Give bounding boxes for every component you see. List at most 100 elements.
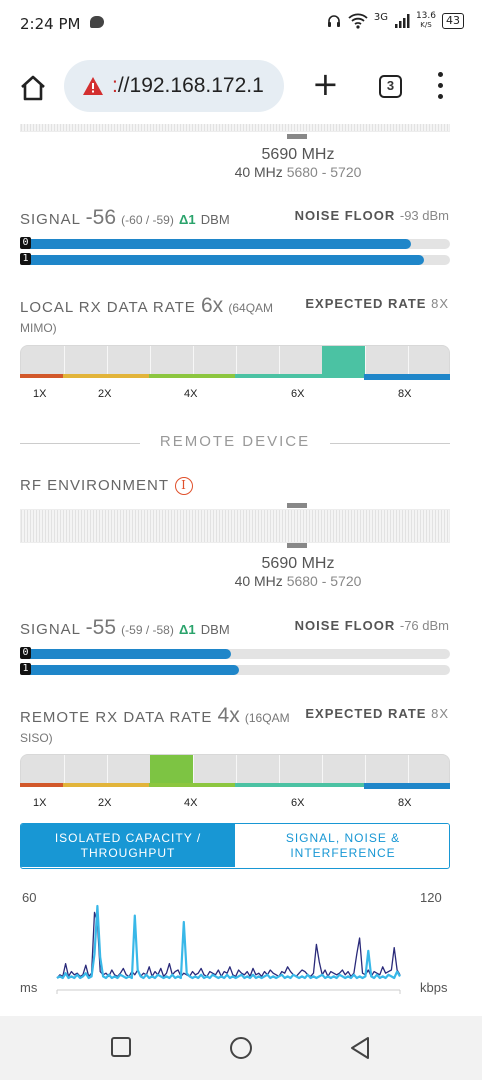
local-chain-0-label: 0 [20,237,31,249]
local-rx-detail: (64QAM MIMO) [20,301,274,335]
chart-left-max: 60 [22,890,37,905]
local-signal-unit: dBm [200,212,230,227]
status-bar: 2:24 PM 3G 13.6 K/S 43 [0,0,482,46]
local-signal-title: SIGNAL [20,211,81,228]
net-speed: 13.6 K/S [416,12,436,30]
active-rate-segment [322,346,365,376]
local-rate-bar [20,345,450,376]
home-icon[interactable] [18,74,48,102]
remote-expected-value: 8X [431,706,449,721]
remote-rx-rate-label: REMOTE RX DATA RATE 4x (16QAM SISO) [20,704,295,748]
local-channel-width: 40 MHz [234,164,283,180]
info-icon[interactable]: i [175,477,193,496]
chart-left-unit: ms [20,980,38,995]
remote-expected-label: EXPECTED RATE [305,706,427,721]
rate-tick-4x: 4X [184,797,198,809]
local-noise-value: -93 dBm [399,208,449,223]
url-scheme: : [112,74,118,97]
local-chain-1-label: 1 [20,253,31,265]
rate-tick-4x: 4X [184,388,198,400]
chart-series-1 [56,904,401,980]
chart-right-max: 120 [420,890,442,905]
rate-tick-1x: 1X [33,797,47,809]
rf-environment-title: RF ENVIRONMENT [20,477,169,494]
chart-plot [56,904,401,994]
remote-chain-1: 1 [20,663,450,676]
local-expected-label: EXPECTED RATE [305,296,427,311]
remote-signal-chains: (-59 / -58) [121,623,174,637]
rf-environment-label: RF ENVIRONMENT i [20,477,193,496]
home-nav-icon[interactable] [229,1036,253,1060]
remote-device-divider: REMOTE DEVICE [20,433,450,453]
local-freq-marker [287,134,307,139]
status-right: 3G 13.6 K/S 43 [326,12,464,30]
back-icon[interactable] [349,1036,371,1060]
remote-channel-width: 40 MHz [234,573,283,589]
net-speed-value: 13.6 [415,11,436,21]
remote-rate-ticks: 1X 2X 4X 6X 8X [20,797,450,811]
remote-chain-0-label: 0 [20,647,31,659]
remote-rate-bar [20,754,450,785]
chart-tab-switch: ISOLATED CAPACITY / THROUGHPUT SIGNAL, N… [20,823,450,869]
local-noise-floor: NOISE FLOOR -93 dBm [295,208,449,223]
local-rx-value: 6x [201,294,224,317]
local-freq-channel: 40 MHz 5680 - 5720 [57,164,482,180]
remote-chain-0: 0 [20,647,450,660]
recents-icon[interactable] [110,1036,132,1058]
local-rx-rate-label: LOCAL RX DATA RATE 6x (64QAM MIMO) [20,294,295,338]
throughput-chart: 60 120 ms kbps [0,884,482,995]
system-nav-bar [0,1016,482,1080]
local-signal-delta: Δ1 [179,212,196,227]
tab-switcher-button[interactable]: 3 [379,75,402,98]
remote-device-title: REMOTE DEVICE [159,433,311,450]
remote-freq-channel: 40 MHz 5680 - 5720 [57,573,482,589]
page-content: 5690 MHz 40 MHz 5680 - 5720 SIGNAL -56 (… [0,124,482,1016]
active-rate-segment [150,755,193,785]
net-speed-unit: K/S [420,21,432,29]
remote-expected-rate: EXPECTED RATE 8X [305,706,449,721]
overflow-menu-icon[interactable] [438,72,444,100]
local-signal-chains: (-60 / -59) [121,213,174,227]
local-rx-title: LOCAL RX DATA RATE [20,299,196,316]
remote-spectrum [20,509,450,543]
rate-tick-2x: 2X [98,388,112,400]
remote-noise-floor: NOISE FLOOR -76 dBm [295,618,449,633]
browser-toolbar: : //192.168.172.1 + 3 [0,46,482,124]
local-chain-0: 0 [20,237,450,250]
chart-series-0 [56,911,401,979]
status-time: 2:24 PM [20,15,81,33]
remote-signal-unit: dBm [200,622,230,637]
remote-freq-marker-bottom [287,543,307,548]
url-bar[interactable]: : //192.168.172.1 [64,60,284,112]
remote-signal-label: SIGNAL -55 (-59 / -58) Δ1 dBm [20,616,230,640]
remote-rate-scale [20,783,450,789]
url-text: //192.168.172.1 [117,74,264,97]
local-chain-1: 1 [20,253,450,266]
local-freq-center: 5690 MHz [261,146,335,163]
rate-tick-6x: 6X [291,797,305,809]
local-expected-rate: EXPECTED RATE 8X [305,296,449,311]
wifi-icon [348,13,368,29]
remote-freq-center: 5690 MHz [261,555,335,572]
remote-freq-marker-top [287,503,307,508]
local-signal-label: SIGNAL -56 (-60 / -59) Δ1 dBm [20,206,230,230]
remote-noise-label: NOISE FLOOR [294,618,396,633]
signal-icon [394,14,410,28]
remote-signal-delta: Δ1 [179,622,196,637]
remote-signal-value: -55 [85,616,116,639]
tab-isolated-capacity[interactable]: ISOLATED CAPACITY / THROUGHPUT [21,824,235,867]
rate-tick-2x: 2X [98,797,112,809]
new-tab-button[interactable]: + [312,65,339,103]
remote-chain-1-label: 1 [20,663,31,675]
local-signal-value: -56 [85,206,116,229]
message-icon [90,16,104,28]
local-expected-value: 8X [431,296,449,311]
tab-signal-noise[interactable]: SIGNAL, NOISE & INTERFERENCE [236,824,449,867]
remote-freq-range: 5680 - 5720 [286,573,362,589]
local-spectrum [20,124,450,132]
remote-rx-value: 4x [217,704,240,727]
rate-tick-1x: 1X [33,388,47,400]
remote-rx-detail: (16QAM SISO) [20,711,290,745]
chart-right-unit: kbps [420,980,448,995]
remote-rx-title: REMOTE RX DATA RATE [20,709,213,726]
